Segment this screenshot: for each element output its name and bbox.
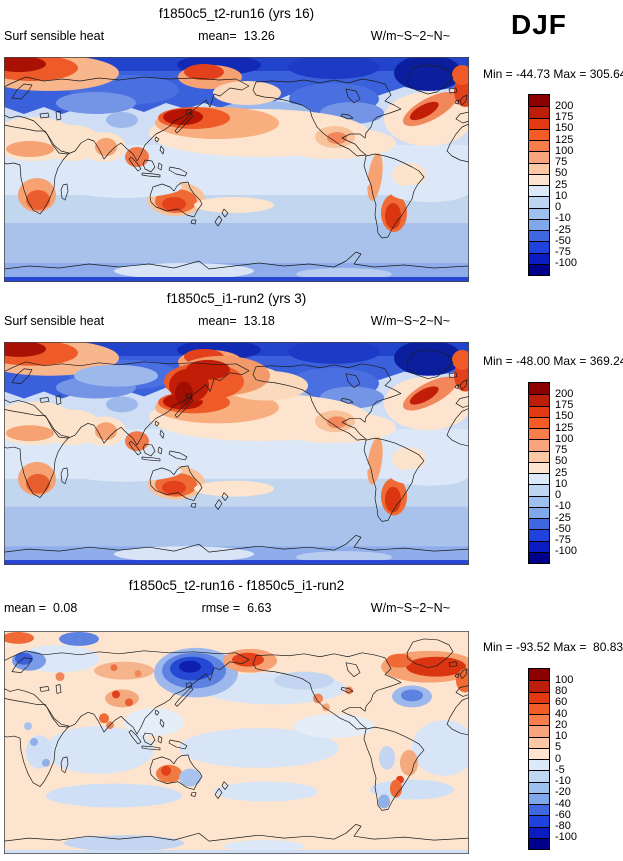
panel2-mean-label: mean= 13.18 bbox=[198, 314, 275, 328]
field-layer-panel2-extras bbox=[74, 355, 308, 406]
panel3-title: f1850c5_t2-run16 - f1850c5_i1-run2 bbox=[128, 578, 345, 593]
panel1-mean-label: mean= 13.26 bbox=[198, 29, 275, 43]
colorbar-swatches bbox=[528, 668, 550, 850]
map-panel1-case bbox=[4, 57, 469, 282]
map-panel2-control bbox=[4, 342, 469, 565]
panel2-minmax-label: Min = -48.00 Max = 369.24 bbox=[483, 354, 623, 368]
panel3-colorbar: 100 80 60 40 20 10 5 0 -5 -10 -20 -40 -60 -80 -100 bbox=[528, 668, 603, 852]
panel3-units-label: W/m~S~2~N~ bbox=[370, 601, 450, 615]
panel2-title: f1850c5_i1-run2 (yrs 3) bbox=[166, 291, 307, 306]
panel1-minmax-label: Min = -44.73 Max = 305.64 bbox=[483, 67, 623, 81]
panel1-colorbar: 200 175 150 125 100 75 50 25 10 0 -10 -25 -50 -75 -100 bbox=[528, 94, 603, 278]
panel3-rmse-label: rmse = 6.63 bbox=[201, 601, 272, 615]
season-label: DJF bbox=[511, 9, 567, 40]
panel3-minmax-label: Min = -93.52 Max = 80.83 bbox=[483, 640, 623, 654]
colorbar-swatches bbox=[528, 94, 550, 276]
panel2-colorbar: 200 175 150 125 100 75 50 25 10 0 -10 -25 -50 -75 -100 bbox=[528, 382, 603, 566]
panel1-units-label: W/m~S~2~N~ bbox=[370, 29, 450, 43]
panel1-title: f1850c5_t2-run16 (yrs 16) bbox=[158, 6, 315, 21]
colorbar-swatches bbox=[528, 382, 550, 564]
panel3-mean-label: mean = 0.08 bbox=[4, 601, 78, 615]
colorbar-tick-labels: 200 175 150 125 100 75 50 25 10 0 -10 -25 -50 -75 -100 bbox=[555, 387, 578, 558]
panel2-units-label: W/m~S~2~N~ bbox=[370, 314, 450, 328]
map-panel3-difference bbox=[4, 631, 469, 854]
panel1-variable-label: Surf sensible heat bbox=[4, 29, 105, 43]
colorbar-tick-labels: 100 80 60 40 20 10 5 0 -5 -10 -20 -40 -60 -80 -100 bbox=[555, 673, 578, 844]
colorbar-tick-labels: 200 175 150 125 100 75 50 25 10 0 -10 -25 -50 -75 -100 bbox=[555, 99, 578, 270]
panel2-variable-label: Surf sensible heat bbox=[4, 314, 105, 328]
